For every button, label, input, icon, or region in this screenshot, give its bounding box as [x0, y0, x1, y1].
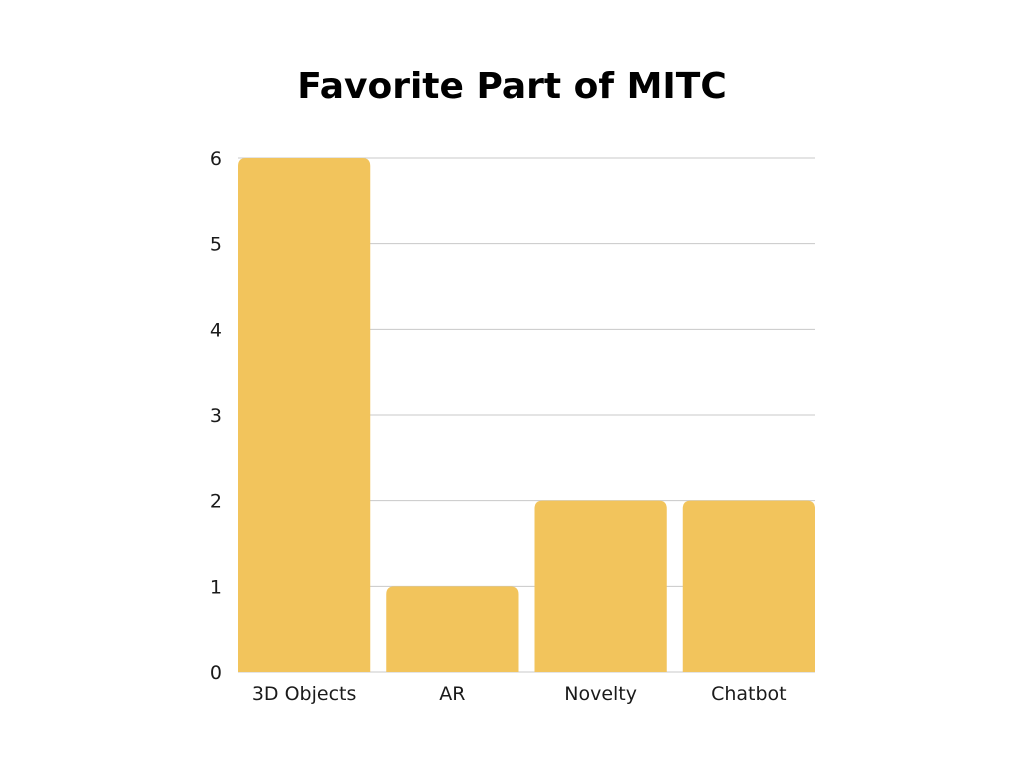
bar-ar	[386, 586, 519, 672]
x-category-label: AR	[439, 683, 465, 705]
y-tick-label: 6	[210, 148, 222, 170]
bar-novelty	[534, 500, 667, 672]
y-tick-label: 2	[210, 491, 222, 513]
bar-chatbot	[682, 500, 815, 672]
chart-title: Favorite Part of MITC	[297, 66, 727, 107]
y-tick-label: 5	[210, 234, 222, 256]
x-category-label: Novelty	[564, 683, 637, 705]
y-axis-ticks: 0 1 2 3 4 5 6	[210, 148, 222, 684]
bar-3d-objects	[238, 158, 371, 672]
y-tick-label: 3	[210, 405, 222, 427]
bars	[238, 158, 815, 672]
x-axis-labels: 3D Objects AR Novelty Chatbot	[252, 683, 787, 705]
y-tick-label: 4	[210, 319, 222, 341]
x-category-label: Chatbot	[711, 683, 787, 705]
y-tick-label: 0	[210, 662, 222, 684]
x-category-label: 3D Objects	[252, 683, 357, 705]
y-tick-label: 1	[210, 576, 222, 598]
